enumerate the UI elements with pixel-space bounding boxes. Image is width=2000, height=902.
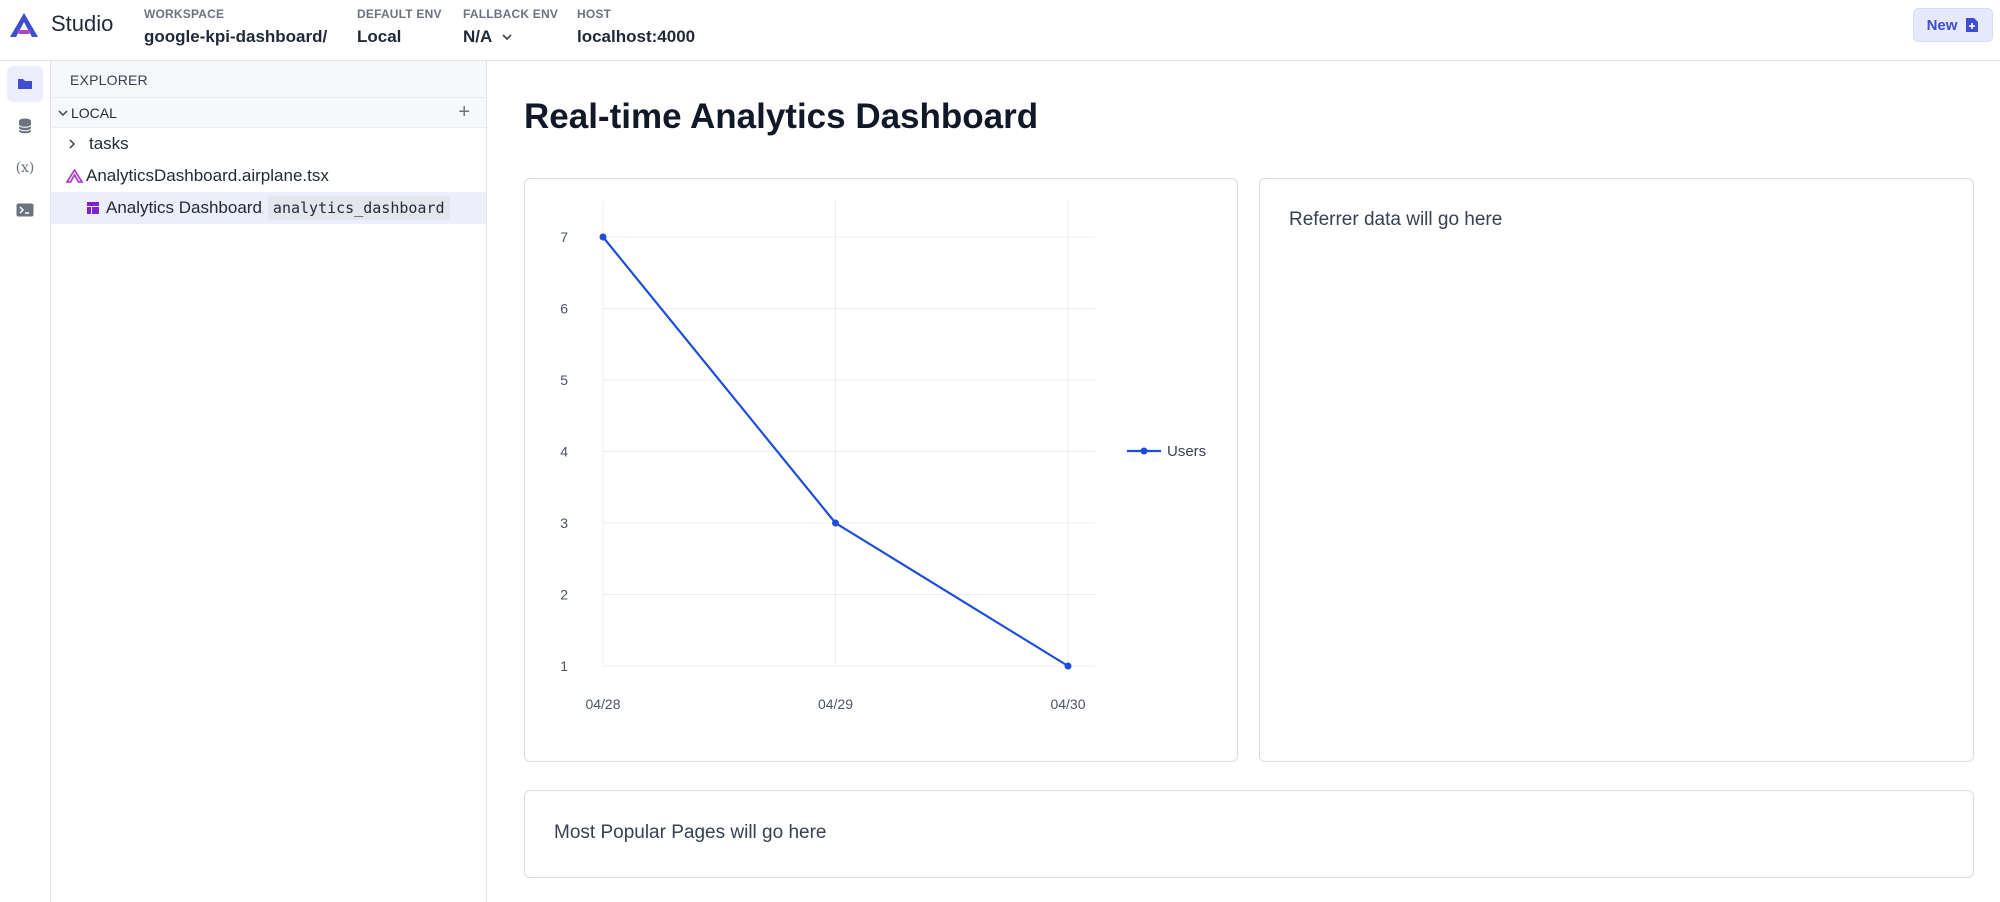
users-chart-card: 1 2 3 4 5 6 7 04/28 04/29 04/30 Users bbox=[524, 178, 1238, 762]
tree-item-label: tasks bbox=[89, 134, 129, 153]
workspace-value: google-kpi-dashboard/ bbox=[144, 27, 328, 46]
fallback-env-value: N/A bbox=[463, 27, 493, 46]
tree-item-label: Analytics Dashboard bbox=[106, 198, 262, 217]
y-tick-label: 4 bbox=[560, 444, 568, 460]
x-tick-label: 04/30 bbox=[1050, 696, 1085, 712]
workspace-label: WORKSPACE bbox=[144, 7, 225, 21]
local-section-header[interactable]: LOCAL + bbox=[51, 98, 486, 128]
add-file-icon[interactable]: + bbox=[458, 101, 470, 123]
chevron-down-icon bbox=[58, 109, 68, 116]
explorer-activity-button[interactable] bbox=[7, 66, 43, 102]
legend-label-users: Users bbox=[1167, 443, 1206, 460]
host-label: HOST bbox=[577, 7, 612, 21]
legend-marker-users bbox=[1140, 447, 1148, 455]
app-brand: Studio bbox=[51, 11, 114, 36]
fallback-env-label: FALLBACK ENV bbox=[463, 7, 559, 21]
y-tick-label: 6 bbox=[560, 301, 568, 317]
popular-pages-placeholder: Most Popular Pages will go here bbox=[554, 822, 827, 843]
explorer-title: EXPLORER bbox=[51, 61, 486, 98]
variables-activity-button[interactable]: (x) bbox=[7, 150, 43, 186]
host-value: localhost:4000 bbox=[577, 27, 696, 46]
view-icon bbox=[87, 202, 99, 214]
page-title: Real-time Analytics Dashboard bbox=[524, 97, 1039, 136]
database-activity-button[interactable] bbox=[7, 108, 43, 144]
variable-icon: (x) bbox=[15, 160, 35, 176]
host-info: HOST localhost:4000 bbox=[577, 7, 695, 47]
data-point bbox=[832, 519, 839, 527]
fallback-env-select[interactable]: N/A bbox=[463, 27, 558, 47]
new-file-icon bbox=[1966, 18, 1979, 32]
local-section-label: LOCAL bbox=[71, 104, 117, 121]
data-point bbox=[1064, 662, 1072, 670]
referrer-card: Referrer data will go here bbox=[1259, 178, 1974, 762]
y-tick-label: 5 bbox=[560, 372, 568, 388]
top-bar: Studio WORKSPACE google-kpi-dashboard/ D… bbox=[0, 0, 2000, 61]
activity-bar: (x) bbox=[0, 61, 51, 902]
main-canvas: Real-time Analytics Dashboard 1 2 3 4 5 6 7 04/… bbox=[487, 61, 2000, 902]
default-env-info: DEFAULT ENV Local bbox=[357, 7, 442, 47]
referrer-placeholder: Referrer data will go here bbox=[1289, 209, 1503, 230]
new-button[interactable]: New bbox=[1913, 8, 1993, 42]
folder-icon bbox=[18, 79, 32, 89]
tree-item-label: AnalyticsDashboard.airplane.tsx bbox=[86, 166, 329, 185]
terminal-activity-button[interactable] bbox=[7, 192, 43, 228]
view-slug-tag: analytics_dashboard bbox=[267, 196, 450, 220]
popular-pages-card: Most Popular Pages will go here bbox=[524, 790, 1974, 878]
x-tick-label: 04/28 bbox=[585, 696, 620, 712]
database-icon bbox=[18, 118, 32, 134]
x-tick-label: 04/29 bbox=[818, 696, 853, 712]
users-line-chart: 1 2 3 4 5 6 7 04/28 04/29 04/30 Users bbox=[560, 201, 1206, 712]
tree-item-tasks[interactable]: tasks bbox=[51, 128, 486, 160]
tree-item-airplane-file[interactable]: AnalyticsDashboard.airplane.tsx bbox=[51, 160, 486, 192]
airplane-file-icon bbox=[66, 169, 83, 183]
studio-logo bbox=[10, 13, 38, 37]
new-button-label: New bbox=[1926, 16, 1958, 34]
workspace-info: WORKSPACE google-kpi-dashboard/ bbox=[144, 7, 327, 47]
y-tick-label: 1 bbox=[560, 658, 568, 674]
default-env-value: Local bbox=[357, 27, 402, 46]
chevron-right-icon bbox=[69, 139, 76, 149]
explorer-panel: EXPLORER LOCAL + tasks AnalyticsDashboar… bbox=[51, 61, 487, 902]
default-env-label: DEFAULT ENV bbox=[357, 7, 442, 21]
fallback-env-info: FALLBACK ENV N/A bbox=[463, 7, 558, 47]
tree-item-analytics-dashboard[interactable]: Analytics Dashboard analytics_dashboard bbox=[51, 192, 486, 224]
y-tick-label: 7 bbox=[560, 229, 568, 245]
data-point bbox=[599, 233, 607, 241]
chevron-down-icon bbox=[502, 34, 512, 41]
y-tick-label: 3 bbox=[560, 515, 568, 531]
y-tick-label: 2 bbox=[560, 587, 568, 603]
terminal-icon bbox=[16, 203, 34, 217]
